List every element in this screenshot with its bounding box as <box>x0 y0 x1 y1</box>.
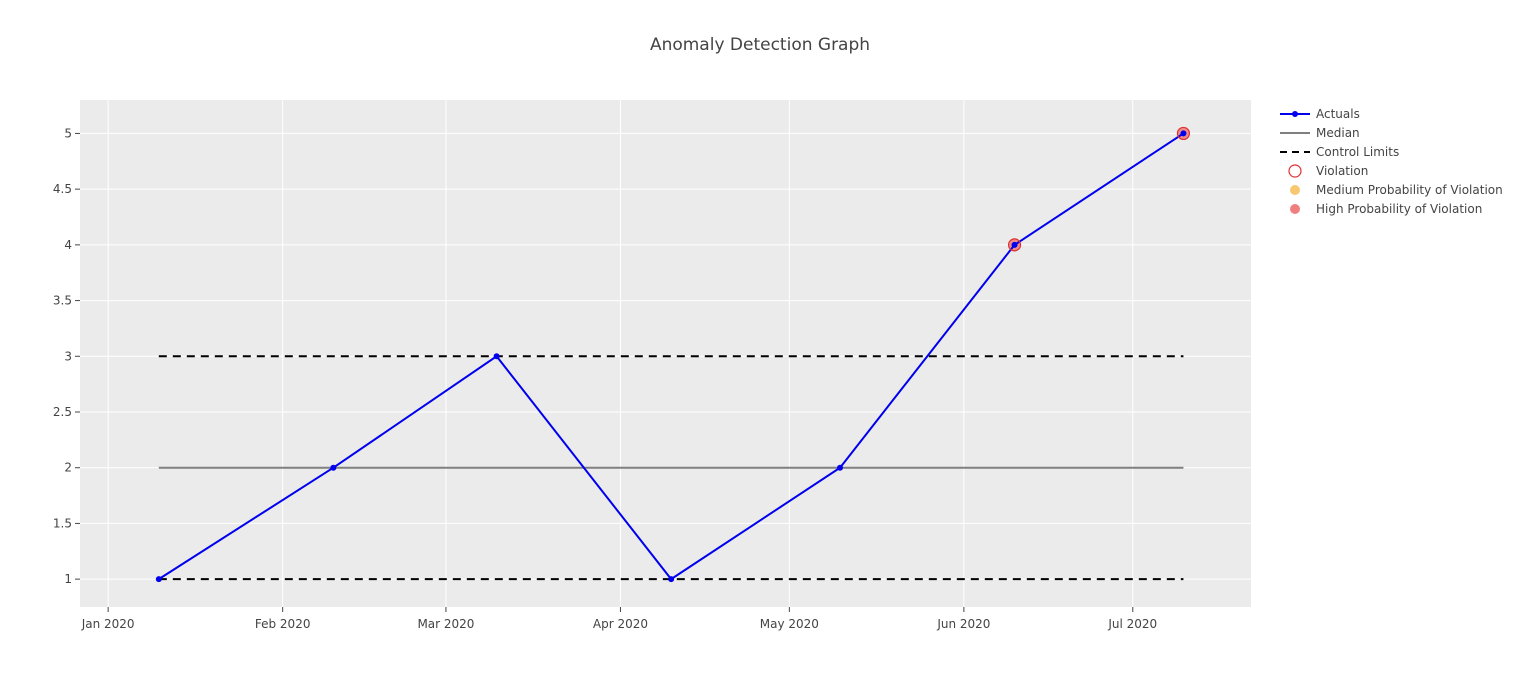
y-tick-label: 1.5 <box>53 516 72 530</box>
legend-label: High Probability of Violation <box>1316 202 1482 216</box>
x-tick-label: May 2020 <box>760 617 819 631</box>
actuals-point <box>1011 241 1018 248</box>
legend-item[interactable]: Median <box>1280 126 1360 140</box>
y-tick-label: 4 <box>64 238 72 252</box>
series-layer <box>155 126 1191 583</box>
x-tick-label: Jan 2020 <box>81 617 135 631</box>
violation-marker <box>1007 238 1022 252</box>
legend-actuals-marker <box>1292 111 1298 117</box>
plot-background <box>80 100 1251 607</box>
tick-layer: Jan 2020 Feb 2020 Mar 2020 Apr 2020 May 2020… <box>53 126 1157 631</box>
legend-item[interactable]: Actuals <box>1280 107 1360 121</box>
legend-medium-probability-swatch <box>1290 185 1300 195</box>
x-tick-label: Mar 2020 <box>417 617 474 631</box>
actuals-point <box>330 464 337 471</box>
legend-item[interactable]: High Probability of Violation <box>1290 202 1482 216</box>
legend-label: Violation <box>1316 164 1368 178</box>
violation-marker <box>1176 126 1191 141</box>
legend-label: Actuals <box>1316 107 1360 121</box>
x-tick-label: Jun 2020 <box>936 617 990 631</box>
y-tick-label: 3.5 <box>53 294 72 308</box>
actuals-point <box>668 576 675 583</box>
x-tick-label: Jul 2020 <box>1107 617 1157 631</box>
y-tick-label: 1 <box>64 572 72 586</box>
x-tick-label: Apr 2020 <box>593 617 648 631</box>
legend-item[interactable]: Control Limits <box>1280 145 1399 159</box>
chart-title: Anomaly Detection Graph <box>650 35 870 55</box>
actuals-point <box>155 576 162 583</box>
y-tick-label: 3 <box>64 349 72 363</box>
actuals-point <box>1180 130 1187 137</box>
legend-violation-swatch <box>1288 164 1302 178</box>
y-tick-label: 2 <box>64 461 72 475</box>
actuals-point <box>837 464 844 471</box>
y-tick-label: 2.5 <box>53 405 72 419</box>
actuals-point <box>493 353 500 360</box>
legend-label: Control Limits <box>1316 145 1399 159</box>
legend-high-probability-swatch <box>1290 204 1300 214</box>
y-tick-label: 5 <box>64 126 72 140</box>
legend[interactable]: Actuals Median Control Limits Violation Medi… <box>1280 107 1503 216</box>
legend-item[interactable]: Medium Probability of Violation <box>1290 183 1503 197</box>
y-tick-label: 4.5 <box>53 182 72 196</box>
legend-label: Median <box>1316 126 1360 140</box>
x-tick-label: Feb 2020 <box>255 617 311 631</box>
legend-label: Medium Probability of Violation <box>1316 183 1503 197</box>
legend-item[interactable]: Violation <box>1288 164 1368 178</box>
